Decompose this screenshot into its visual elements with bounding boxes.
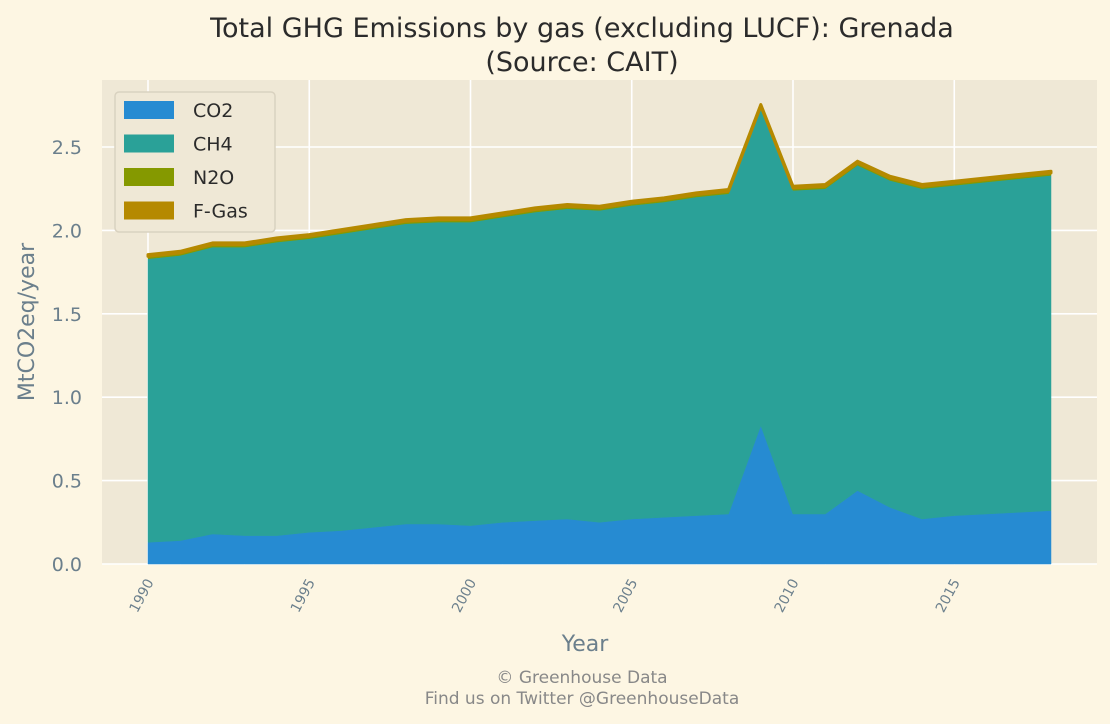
y-tick-label: 2.0 bbox=[52, 220, 82, 242]
legend-swatch-n2o bbox=[124, 168, 174, 186]
legend-swatch-co2 bbox=[124, 101, 174, 119]
y-axis-ticks: 0.0 0.5 1.0 1.5 2.0 2.5 bbox=[52, 137, 82, 576]
legend-label-n2o: N2O bbox=[193, 167, 234, 189]
y-tick-label: 1.0 bbox=[52, 387, 82, 409]
chart-title: Total GHG Emissions by gas (excluding LU… bbox=[209, 13, 954, 44]
legend-label-co2: CO2 bbox=[193, 100, 233, 122]
legend-label-f-gas: F-Gas bbox=[193, 201, 248, 223]
x-tick-label: 2000 bbox=[449, 576, 480, 615]
y-axis-label: MtCO2eq/year bbox=[15, 242, 40, 401]
y-tick-label: 0.5 bbox=[52, 471, 82, 493]
legend-swatch-f-gas bbox=[124, 201, 174, 220]
chart-subtitle: (Source: CAIT) bbox=[485, 47, 678, 78]
x-tick-label: 2015 bbox=[933, 576, 964, 615]
legend-box bbox=[114, 91, 276, 233]
x-axis-ticks: 1990 1995 2000 2005 2010 2015 bbox=[127, 576, 964, 615]
legend-swatch-ch4 bbox=[124, 134, 174, 153]
area-f-gas bbox=[146, 103, 1053, 258]
x-axis-label: Year bbox=[561, 632, 610, 657]
footer-copyright: © Greenhouse Data bbox=[496, 668, 667, 688]
y-tick-label: 0.0 bbox=[52, 554, 82, 576]
x-tick-label: 1990 bbox=[127, 576, 158, 615]
y-tick-label: 1.5 bbox=[52, 304, 82, 326]
legend: CO2 CH4 N2O F-Gas bbox=[114, 91, 276, 233]
footer-twitter: Find us on Twitter @GreenhouseData bbox=[425, 689, 740, 709]
x-tick-label: 1995 bbox=[288, 576, 319, 615]
y-tick-label: 2.5 bbox=[52, 137, 82, 159]
x-tick-label: 2005 bbox=[610, 576, 641, 615]
x-tick-label: 2010 bbox=[772, 576, 803, 615]
legend-label-ch4: CH4 bbox=[193, 134, 233, 156]
area-series bbox=[146, 103, 1053, 565]
